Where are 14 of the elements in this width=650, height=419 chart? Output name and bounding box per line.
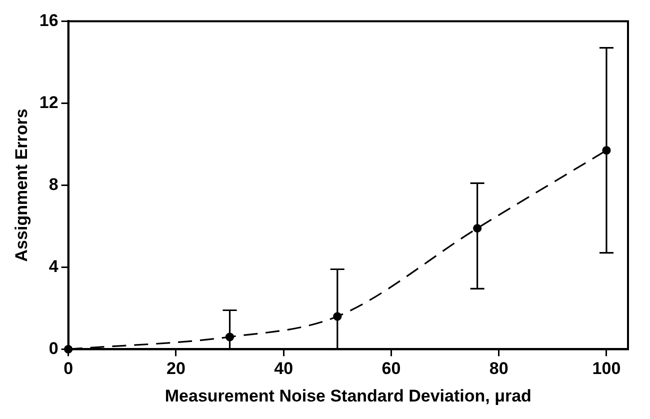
x-tick-label: 0 bbox=[64, 359, 74, 378]
y-tick-label: 12 bbox=[39, 92, 58, 112]
x-tick-label: 20 bbox=[166, 359, 186, 378]
x-tick-label: 60 bbox=[382, 359, 401, 378]
point bbox=[64, 344, 73, 354]
x-tick-label: 40 bbox=[274, 359, 294, 378]
y-tick-label: 8 bbox=[48, 174, 58, 194]
y-tick-label: 4 bbox=[48, 256, 59, 276]
y-axis-title: Assignment Errors bbox=[12, 108, 31, 262]
y-tick-label: 0 bbox=[48, 338, 58, 358]
x-tick-label: 80 bbox=[489, 359, 508, 378]
y-tick-label: 16 bbox=[39, 10, 58, 30]
x-tick-label: 100 bbox=[592, 359, 621, 378]
x-axis-title: Measurement Noise Standard Deviation, μrad bbox=[164, 386, 532, 406]
